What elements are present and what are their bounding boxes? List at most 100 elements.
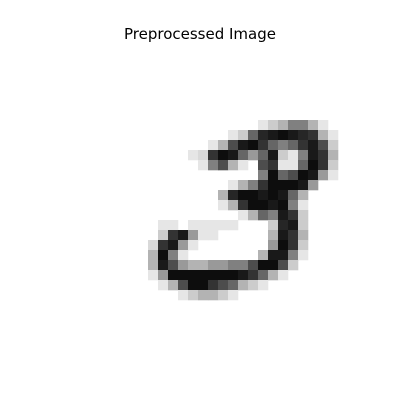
image-pixel <box>318 150 329 161</box>
image-pixel <box>228 130 239 141</box>
image-pixel <box>228 150 239 161</box>
image-pixel <box>178 280 189 291</box>
image-pixel <box>308 130 319 141</box>
image-pixel <box>208 220 219 231</box>
image-pixel <box>268 180 279 191</box>
image-pixel <box>268 240 279 251</box>
image-pixel <box>148 270 159 281</box>
image-pixel <box>228 260 239 271</box>
image-pixel <box>278 150 289 161</box>
image-pixel <box>208 260 219 271</box>
preprocessed-image <box>88 60 368 340</box>
image-pixel <box>178 240 189 251</box>
image-pixel <box>238 270 249 281</box>
image-pixel <box>318 160 329 171</box>
image-pixel <box>258 250 269 261</box>
image-pixel <box>258 180 269 191</box>
image-pixel <box>308 140 319 151</box>
image-pixel <box>258 130 269 141</box>
image-pixel <box>298 180 309 191</box>
image-pixel <box>268 120 279 131</box>
image-pixel <box>238 180 249 191</box>
image-pixel <box>218 200 229 211</box>
image-pixel <box>318 130 329 141</box>
image-pixel <box>268 130 279 141</box>
handwritten-digit-icon <box>148 120 339 301</box>
image-pixel <box>298 200 309 211</box>
image-pixel <box>168 220 179 231</box>
image-pixel <box>278 210 289 221</box>
image-pixel <box>278 220 289 231</box>
image-pixel <box>228 190 239 201</box>
image-pixel <box>198 260 209 271</box>
image-pixel <box>298 220 309 231</box>
image-pixel <box>158 220 169 231</box>
image-pixel <box>228 160 239 171</box>
image-pixel <box>268 230 279 241</box>
image-pixel <box>268 140 279 151</box>
image-pixel <box>268 150 279 161</box>
image-pixel <box>158 260 169 271</box>
image-pixel <box>198 220 209 231</box>
image-pixel <box>288 260 299 271</box>
image-pixel <box>218 160 229 171</box>
image-pixel <box>188 240 199 251</box>
image-pixel <box>158 270 169 281</box>
image-pixel <box>248 200 259 211</box>
image-pixel <box>268 260 279 271</box>
image-pixel <box>178 260 189 271</box>
image-pixel <box>288 150 299 161</box>
image-pixel <box>258 120 269 131</box>
image-pixel <box>298 170 309 181</box>
image-pixel <box>278 190 289 201</box>
image-pixel <box>168 230 179 241</box>
image-pixel <box>328 170 339 181</box>
image-pixel <box>198 160 209 171</box>
image-pixel <box>298 130 309 141</box>
image-pixel <box>248 140 259 151</box>
image-pixel <box>188 220 199 231</box>
image-pixel <box>298 230 309 241</box>
image-pixel <box>238 280 249 291</box>
image-pixel <box>328 150 339 161</box>
image-pixel <box>258 260 269 271</box>
image-pixel <box>258 280 269 291</box>
image-pixel <box>248 280 259 291</box>
image-pixel <box>228 180 239 191</box>
image-pixel <box>268 220 279 231</box>
image-pixel <box>258 170 269 181</box>
image-pixel <box>228 220 239 231</box>
image-pixel <box>148 240 159 251</box>
image-pixel <box>278 120 289 131</box>
image-pixel <box>238 150 249 161</box>
image-pixel <box>248 130 259 141</box>
image-pixel <box>168 260 179 271</box>
image-pixel <box>218 190 229 201</box>
image-pixel <box>298 150 309 161</box>
image-pixel <box>248 180 259 191</box>
image-pixel <box>158 250 169 261</box>
image-pixel <box>228 270 239 281</box>
image-pixel <box>298 120 309 131</box>
image-pixel <box>278 200 289 211</box>
image-pixel <box>298 250 309 261</box>
image-pixel <box>298 160 309 171</box>
image-pixel <box>198 270 209 281</box>
image-pixel <box>278 240 289 251</box>
image-pixel <box>218 280 229 291</box>
image-pixel <box>238 190 249 201</box>
image-pixel <box>228 290 239 301</box>
image-pixel <box>278 140 289 151</box>
image-pixel <box>278 170 289 181</box>
image-pixel <box>168 250 179 261</box>
image-pixel <box>328 160 339 171</box>
image-pixel <box>298 140 309 151</box>
image-pixel <box>298 210 309 221</box>
image-pixel <box>278 160 289 171</box>
image-pixel <box>268 250 279 261</box>
image-pixel <box>278 260 289 271</box>
image-pixel <box>188 270 199 281</box>
image-pixel <box>308 150 319 161</box>
image-pixel <box>158 240 169 251</box>
image-pixel <box>188 150 199 161</box>
